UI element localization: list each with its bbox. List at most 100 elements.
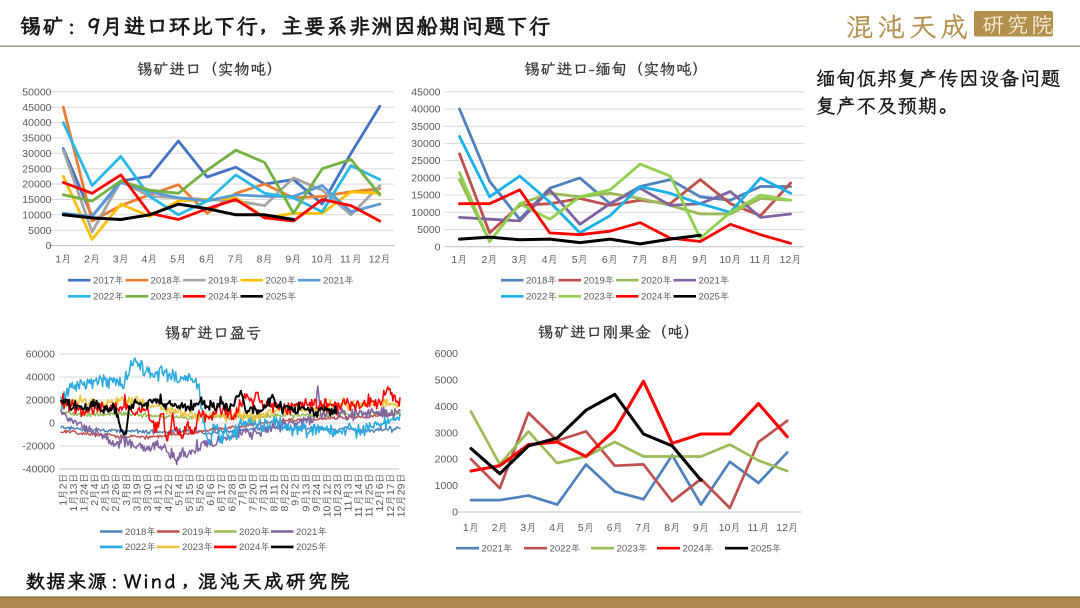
svg-text:28: 28	[226, 483, 238, 495]
svg-text:10000: 10000	[411, 207, 440, 219]
svg-text:2024: 2024	[208, 292, 230, 303]
svg-text:2025: 2025	[751, 544, 772, 555]
svg-text:3000: 3000	[435, 427, 459, 439]
svg-text:2025: 2025	[296, 542, 317, 553]
svg-text:3: 3	[113, 254, 119, 265]
svg-text:35000: 35000	[411, 121, 440, 133]
svg-text:4000: 4000	[435, 401, 459, 413]
svg-text:5: 5	[572, 255, 578, 266]
svg-text:6: 6	[602, 255, 608, 266]
svg-text:26: 26	[195, 483, 207, 495]
svg-text:2018: 2018	[125, 527, 146, 538]
svg-text:4: 4	[174, 483, 186, 489]
svg-text:6: 6	[199, 254, 205, 265]
svg-text:2022: 2022	[93, 292, 114, 303]
svg-text:12: 12	[776, 523, 788, 534]
svg-text:8: 8	[269, 506, 281, 512]
svg-text:9: 9	[290, 500, 302, 506]
svg-text:12: 12	[321, 483, 333, 495]
svg-text:5: 5	[184, 506, 196, 512]
svg-text:2021: 2021	[296, 527, 317, 538]
svg-text:8: 8	[121, 483, 133, 489]
svg-text:2000: 2000	[435, 454, 459, 466]
svg-text:2022: 2022	[550, 544, 571, 555]
svg-text:12: 12	[369, 254, 381, 265]
svg-text:2: 2	[84, 254, 90, 265]
svg-text:23: 23	[332, 483, 344, 495]
svg-text:9: 9	[300, 506, 312, 512]
svg-text:2024: 2024	[239, 542, 261, 553]
svg-text:12: 12	[385, 506, 397, 518]
svg-text:0: 0	[435, 241, 441, 253]
svg-text:13: 13	[68, 483, 80, 495]
svg-text:2021: 2021	[699, 276, 720, 287]
svg-text:5: 5	[578, 523, 584, 534]
svg-text:17: 17	[385, 483, 397, 495]
svg-text:40000: 40000	[22, 117, 51, 129]
svg-text:29: 29	[395, 483, 407, 495]
svg-text:5: 5	[170, 254, 176, 265]
svg-text:2: 2	[290, 483, 302, 489]
svg-text:7: 7	[632, 255, 638, 266]
svg-text:3: 3	[520, 523, 526, 534]
svg-text:2020: 2020	[239, 527, 260, 538]
svg-text:40000: 40000	[411, 104, 440, 116]
svg-text:2018: 2018	[151, 276, 172, 287]
svg-text:4: 4	[152, 506, 164, 512]
svg-text:2023: 2023	[182, 542, 203, 553]
svg-text:2024: 2024	[641, 292, 663, 303]
svg-text:2019: 2019	[208, 276, 229, 287]
svg-text:2018: 2018	[526, 276, 547, 287]
svg-text:11: 11	[152, 484, 164, 495]
svg-text:14: 14	[353, 483, 365, 495]
svg-text:11: 11	[750, 255, 761, 266]
svg-text:8: 8	[279, 506, 291, 512]
svg-text:6: 6	[374, 483, 386, 489]
svg-text:2024: 2024	[683, 544, 705, 555]
svg-text:30000: 30000	[411, 138, 440, 150]
svg-text:2017: 2017	[93, 276, 114, 287]
svg-text:2023: 2023	[584, 292, 605, 303]
svg-text:8: 8	[662, 255, 668, 266]
svg-text:6: 6	[205, 483, 217, 489]
svg-text:0: 0	[452, 507, 458, 519]
svg-text:30: 30	[142, 483, 154, 495]
svg-text:15: 15	[184, 483, 196, 495]
svg-text:60000: 60000	[26, 349, 55, 361]
svg-text:10: 10	[719, 523, 731, 534]
svg-text:45000: 45000	[22, 102, 51, 114]
svg-text:2: 2	[57, 483, 69, 489]
svg-text:40000: 40000	[26, 372, 55, 384]
svg-text:7: 7	[635, 523, 641, 534]
svg-text:0: 0	[46, 240, 52, 252]
svg-text:3: 3	[121, 500, 133, 506]
svg-text:-40000: -40000	[22, 464, 55, 476]
svg-text:1: 1	[463, 523, 469, 534]
svg-text:4: 4	[142, 254, 148, 265]
svg-text:4: 4	[163, 506, 175, 512]
svg-text:24: 24	[311, 483, 323, 495]
svg-text:2020: 2020	[641, 276, 662, 287]
svg-text:11: 11	[269, 484, 281, 495]
svg-text:8: 8	[257, 254, 263, 265]
svg-text:7: 7	[248, 506, 260, 512]
svg-text:11: 11	[364, 506, 376, 517]
svg-text:6: 6	[205, 500, 217, 506]
svg-text:17: 17	[216, 483, 228, 495]
svg-text:4: 4	[549, 523, 555, 534]
svg-text:7: 7	[228, 254, 234, 265]
svg-text:5: 5	[195, 506, 207, 512]
svg-text:13: 13	[300, 483, 312, 495]
svg-text:3: 3	[142, 506, 154, 512]
svg-text:10: 10	[311, 254, 323, 265]
svg-text:9: 9	[692, 255, 698, 266]
svg-text:11: 11	[343, 500, 355, 511]
svg-text:2019: 2019	[584, 276, 605, 287]
svg-text:6: 6	[607, 523, 613, 534]
svg-text:6000: 6000	[435, 348, 459, 360]
svg-text:12: 12	[395, 506, 407, 518]
svg-text:9: 9	[285, 254, 291, 265]
svg-text:11: 11	[748, 523, 759, 534]
svg-text:2025: 2025	[266, 292, 287, 303]
svg-text:4: 4	[89, 483, 101, 489]
